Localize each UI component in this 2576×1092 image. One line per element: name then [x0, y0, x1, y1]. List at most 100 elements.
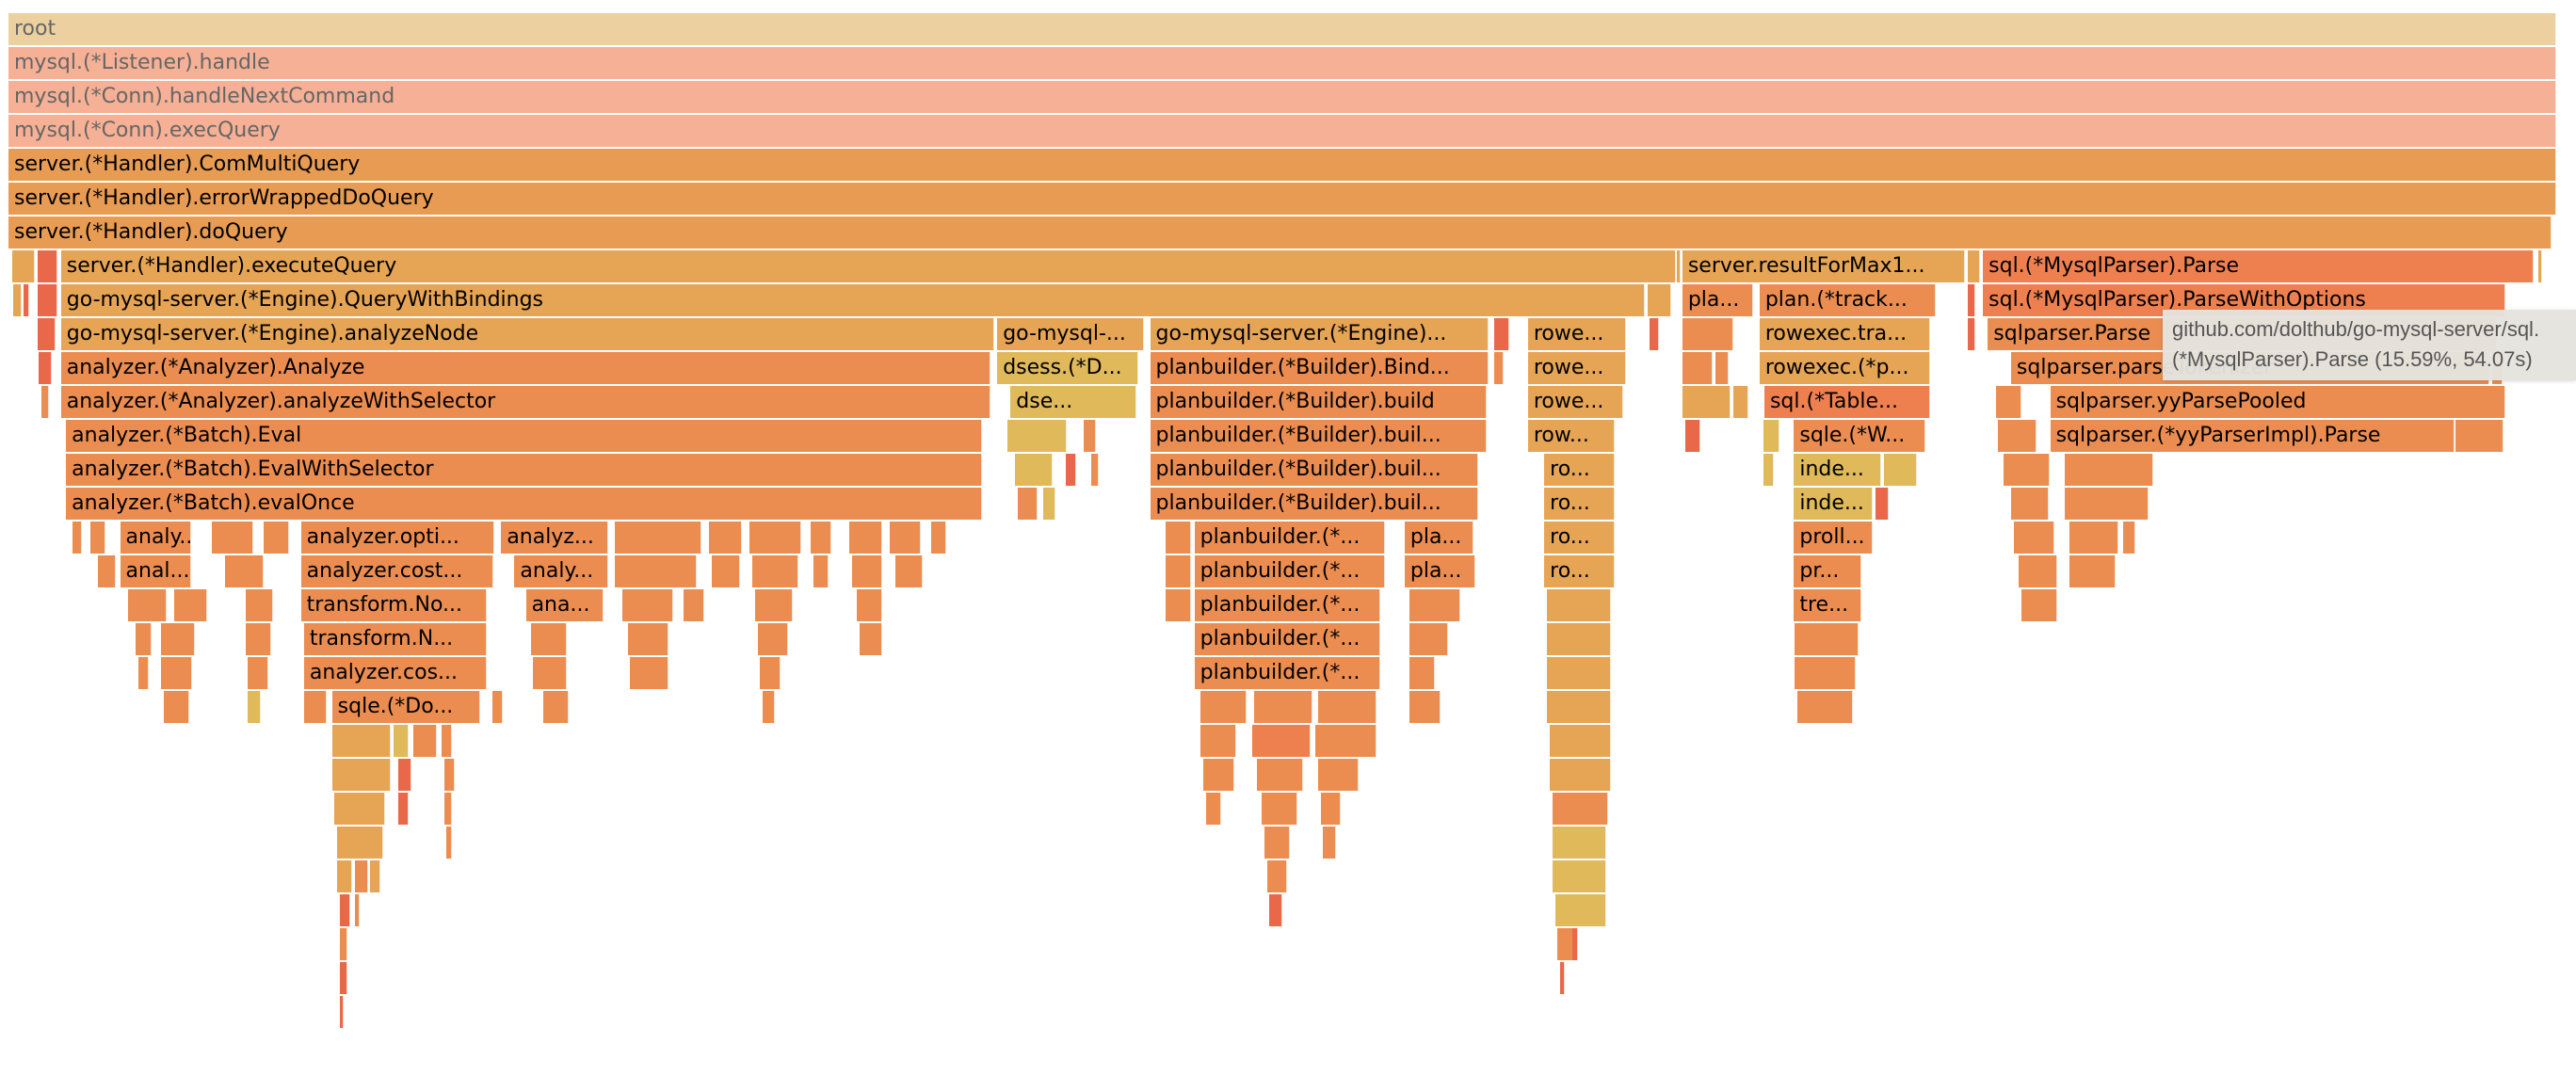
- flame-frame[interactable]: [161, 623, 195, 655]
- flame-frame[interactable]: [754, 589, 794, 621]
- flame-frame[interactable]: go-mysql-server.(*Engine)...: [1150, 318, 1489, 350]
- flame-frame[interactable]: [1409, 589, 1461, 621]
- flame-frame[interactable]: plan.(*track...: [1759, 284, 1936, 316]
- flame-frame[interactable]: planbuilder.(*...: [1194, 555, 1386, 587]
- flame-frame[interactable]: [1967, 318, 1976, 350]
- flame-frame[interactable]: [225, 555, 264, 587]
- flame-frame[interactable]: analy...: [120, 522, 191, 554]
- flame-frame[interactable]: analyzer.cost...: [300, 555, 493, 587]
- flame-frame[interactable]: pla...: [1404, 522, 1474, 554]
- flame-frame[interactable]: go-mysql-...: [997, 318, 1144, 350]
- flame-frame[interactable]: [1254, 691, 1313, 723]
- flame-frame[interactable]: [355, 860, 368, 892]
- flame-frame[interactable]: [1684, 420, 1700, 452]
- flame-frame[interactable]: [2455, 420, 2504, 452]
- flame-frame[interactable]: [1200, 691, 1248, 723]
- flame-frame[interactable]: [248, 657, 268, 689]
- flame-frame[interactable]: [339, 928, 347, 960]
- flame-frame[interactable]: [38, 250, 58, 282]
- flame-frame[interactable]: [1091, 454, 1100, 486]
- flame-frame[interactable]: [1266, 860, 1288, 892]
- flame-frame[interactable]: [1883, 454, 1917, 486]
- flame-frame[interactable]: [813, 555, 829, 587]
- flame-frame[interactable]: [1264, 827, 1291, 859]
- flame-frame[interactable]: [13, 284, 22, 316]
- flame-frame[interactable]: [1552, 860, 1606, 892]
- flame-frame[interactable]: ro...: [1544, 454, 1616, 486]
- flame-frame[interactable]: [890, 522, 921, 554]
- flame-frame[interactable]: dse...: [1010, 386, 1137, 418]
- flame-frame[interactable]: [1317, 759, 1360, 791]
- flame-frame[interactable]: analy...: [514, 555, 608, 587]
- flame-frame[interactable]: [2003, 454, 2050, 486]
- flame-frame[interactable]: [1715, 352, 1729, 384]
- flame-frame[interactable]: sql.(*MysqlParser).Parse: [1983, 250, 2534, 282]
- flame-frame[interactable]: row...: [1527, 420, 1616, 452]
- flame-frame[interactable]: analyzer.(*Batch).evalOnce: [66, 488, 983, 520]
- flame-frame[interactable]: [851, 555, 883, 587]
- flame-frame[interactable]: [1014, 454, 1054, 486]
- flame-frame[interactable]: [339, 996, 344, 1028]
- flame-frame[interactable]: [492, 691, 503, 723]
- flame-frame[interactable]: [398, 759, 411, 791]
- flame-frame[interactable]: server.(*Handler).doQuery: [8, 217, 2552, 249]
- flame-frame[interactable]: [331, 725, 391, 757]
- flame-frame[interactable]: [1554, 894, 1606, 926]
- flame-frame[interactable]: [1251, 725, 1311, 757]
- flame-frame[interactable]: [1042, 488, 1056, 520]
- flame-frame[interactable]: [331, 759, 391, 791]
- flame-frame[interactable]: planbuilder.(*Builder).buil...: [1150, 420, 1488, 452]
- flame-frame[interactable]: mysql.(*Conn).handleNextCommand: [8, 81, 2556, 113]
- flame-frame[interactable]: [164, 691, 190, 723]
- flame-frame[interactable]: rowe...: [1527, 318, 1627, 350]
- flame-frame[interactable]: [2013, 522, 2054, 554]
- flame-frame[interactable]: [1550, 725, 1612, 757]
- flame-frame[interactable]: planbuilder.(*Builder).build: [1150, 386, 1488, 418]
- flame-frame[interactable]: analyzer.(*Analyzer).analyzeWithSelector: [60, 386, 991, 418]
- flame-frame[interactable]: ro...: [1544, 555, 1616, 587]
- flame-frame[interactable]: [136, 623, 152, 655]
- flame-frame[interactable]: [1550, 759, 1612, 791]
- flame-frame[interactable]: [1998, 420, 2037, 452]
- flame-frame[interactable]: analyzer.opti...: [300, 522, 495, 554]
- flame-frame[interactable]: mysql.(*Conn).execQuery: [8, 115, 2556, 147]
- flame-frame[interactable]: [1559, 962, 1566, 994]
- flame-frame[interactable]: [1682, 386, 1731, 418]
- flame-frame[interactable]: sqle.(*W...: [1794, 420, 1925, 452]
- flame-frame[interactable]: [41, 386, 50, 418]
- flame-frame[interactable]: pr...: [1794, 555, 1862, 587]
- flame-frame[interactable]: [355, 894, 361, 926]
- flame-frame[interactable]: [1547, 589, 1612, 621]
- flame-frame[interactable]: planbuilder.(*...: [1194, 589, 1380, 621]
- flame-frame[interactable]: [1677, 250, 1682, 282]
- flame-frame[interactable]: [760, 657, 781, 689]
- flame-frame[interactable]: [811, 522, 832, 554]
- flame-frame[interactable]: [303, 691, 328, 723]
- flame-frame[interactable]: [630, 657, 668, 689]
- flame-frame[interactable]: [848, 522, 883, 554]
- flame-frame[interactable]: inde...: [1794, 454, 1881, 486]
- flame-frame[interactable]: [2069, 555, 2116, 587]
- flame-frame[interactable]: analyzer.cos...: [303, 657, 487, 689]
- flame-frame[interactable]: [1203, 759, 1234, 791]
- flame-frame[interactable]: server.resultForMax1...: [1682, 250, 1965, 282]
- flame-frame[interactable]: [128, 589, 167, 621]
- flame-frame[interactable]: [1165, 555, 1191, 587]
- flame-frame[interactable]: sqlparser.yyParsePooled: [2050, 386, 2505, 418]
- flame-frame[interactable]: [1876, 488, 1889, 520]
- flame-frame[interactable]: server.(*Handler).errorWrappedDoQuery: [8, 183, 2556, 215]
- flame-frame[interactable]: [1763, 454, 1775, 486]
- flame-frame[interactable]: [89, 522, 105, 554]
- flame-frame[interactable]: [2064, 454, 2154, 486]
- flame-frame[interactable]: [2010, 488, 2050, 520]
- flame-frame[interactable]: [248, 691, 261, 723]
- flame-frame[interactable]: [1682, 318, 1733, 350]
- flame-frame[interactable]: [1317, 691, 1377, 723]
- flame-frame[interactable]: [1006, 420, 1067, 452]
- flame-frame[interactable]: sqle.(*Do...: [331, 691, 480, 723]
- flame-frame[interactable]: sqlparser.(*yyParserImpl).Parse: [2050, 420, 2455, 452]
- flame-frame[interactable]: [1165, 522, 1191, 554]
- flame-frame[interactable]: [442, 725, 452, 757]
- flame-frame[interactable]: [1409, 691, 1441, 723]
- flame-frame[interactable]: [1017, 488, 1038, 520]
